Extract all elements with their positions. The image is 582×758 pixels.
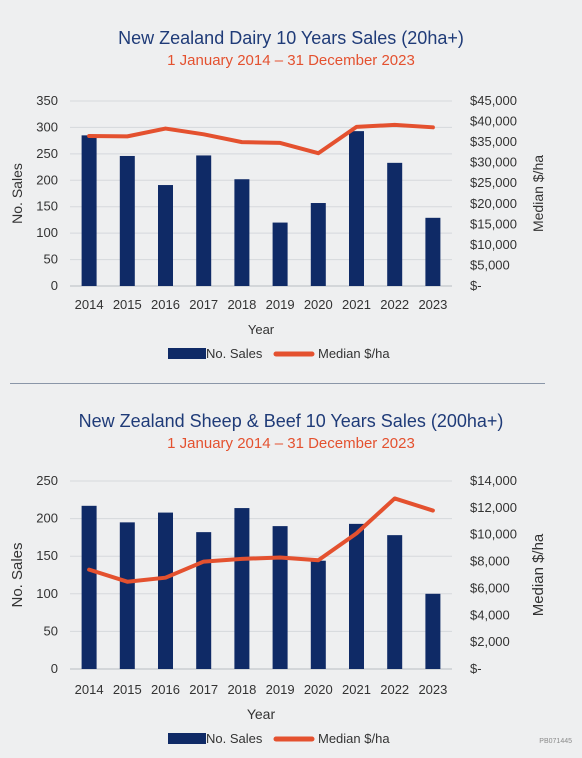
x-tick-label: 2021 (342, 682, 371, 697)
y2-tick-label: $4,000 (470, 607, 510, 622)
x-tick-label: 2018 (227, 682, 256, 697)
y-tick-label: 200 (36, 511, 58, 526)
x-tick-label: 2015 (113, 297, 142, 312)
x-tick-label: 2019 (266, 297, 295, 312)
bar (387, 162, 403, 286)
x-tick-label: 2016 (151, 297, 180, 312)
legend-bar-swatch (168, 733, 206, 744)
sheep-beef-sales-chart: 0 50 100 150 200 250 $- $2,000 $4,000 $6,000 $8,00… (9, 473, 547, 746)
y2-tick-label: $2,000 (470, 634, 510, 649)
y-tick-label: 150 (36, 199, 58, 214)
y2-tick-label: $20,000 (470, 196, 517, 211)
x-tick-label: 2022 (380, 297, 409, 312)
y-tick-label: 300 (36, 119, 58, 134)
y-tick-label: 50 (44, 252, 58, 267)
legend-bar-label: No. Sales (206, 731, 263, 746)
x-tick-label: 2023 (418, 682, 447, 697)
bar (81, 505, 97, 669)
y2-tick-label: $8,000 (470, 554, 510, 569)
y-tick-label: 0 (51, 278, 58, 293)
x-tick-label: 2017 (189, 682, 218, 697)
y-tick-label: 350 (36, 93, 58, 108)
y2-tick-label: $25,000 (470, 175, 517, 190)
chart-1-title: New Zealand Dairy 10 Years Sales (20ha+) (118, 28, 464, 48)
dairy-sales-chart: 0 50 100 150 200 250 300 350 $- $5,000 $10,000 $15,… (9, 93, 546, 361)
bar (425, 217, 441, 286)
x-tick-label: 2020 (304, 682, 333, 697)
bar (310, 203, 326, 286)
y2-tick-label: $- (470, 661, 482, 676)
bar (81, 135, 97, 286)
y-axis-title: No. Sales (9, 542, 26, 607)
median-line (87, 122, 435, 156)
x-tick-label: 2018 (227, 297, 256, 312)
y-tick-label: 200 (36, 172, 58, 187)
y2-tick-label: $10,000 (470, 527, 517, 542)
chart-divider (10, 383, 545, 384)
y2-tick-label: $6,000 (470, 580, 510, 595)
y2-axis-title: Median $/ha (530, 533, 547, 616)
bar (425, 593, 441, 669)
chart-2-title: New Zealand Sheep & Beef 10 Years Sales … (78, 411, 504, 431)
x-axis-title: Year (248, 322, 275, 337)
y2-tick-label: $- (470, 278, 482, 293)
y2-tick-label: $15,000 (470, 216, 517, 231)
y2-tick-label: $14,000 (470, 473, 517, 488)
y2-tick-label: $30,000 (470, 155, 517, 170)
x-tick-label: 2021 (342, 297, 371, 312)
legend-line-label: Median $/ha (318, 346, 390, 361)
x-axis-title: Year (247, 706, 276, 722)
y-tick-label: 150 (36, 548, 58, 563)
bar (387, 535, 403, 669)
bar (272, 222, 288, 286)
y-tick-label: 250 (36, 473, 58, 488)
bar (196, 155, 212, 286)
bar (119, 155, 135, 286)
x-tick-label: 2019 (266, 682, 295, 697)
chart-1-subtitle: 1 January 2014 – 31 December 2023 (167, 52, 415, 69)
bar (234, 179, 250, 286)
y2-tick-label: $40,000 (470, 114, 517, 129)
bar (196, 532, 212, 669)
legend-bar-label: No. Sales (206, 346, 263, 361)
y2-tick-label: $35,000 (470, 134, 517, 149)
legend-bar-swatch (168, 348, 206, 359)
bar (349, 523, 364, 669)
x-tick-label: 2020 (304, 297, 333, 312)
x-tick-label: 2023 (418, 297, 447, 312)
median-line (87, 496, 435, 584)
legend-line-label: Median $/ha (318, 731, 390, 746)
chart-2-subtitle: 1 January 2014 – 31 December 2023 (167, 435, 415, 452)
y2-tick-label: $12,000 (470, 500, 517, 515)
y-axis-title: No. Sales (9, 163, 25, 224)
document-code: PB071445 (539, 738, 572, 745)
y2-axis-title: Median $/ha (530, 155, 546, 232)
bar (158, 185, 173, 286)
x-tick-label: 2017 (189, 297, 218, 312)
y-tick-label: 250 (36, 146, 58, 161)
bar (234, 508, 250, 669)
y-tick-label: 0 (51, 661, 58, 676)
x-tick-label: 2022 (380, 682, 409, 697)
bar (272, 526, 288, 669)
bar (119, 522, 135, 669)
y2-tick-label: $45,000 (470, 93, 517, 108)
y-tick-label: 100 (36, 225, 58, 240)
y2-tick-label: $10,000 (470, 237, 517, 252)
bar (310, 560, 326, 669)
x-tick-label: 2015 (113, 682, 142, 697)
y2-tick-label: $5,000 (470, 257, 510, 272)
y-tick-label: 100 (36, 586, 58, 601)
x-tick-label: 2014 (75, 682, 104, 697)
y-tick-label: 50 (44, 623, 58, 638)
x-tick-label: 2016 (151, 682, 180, 697)
x-tick-label: 2014 (75, 297, 104, 312)
bar (349, 131, 364, 286)
bar (158, 512, 173, 669)
